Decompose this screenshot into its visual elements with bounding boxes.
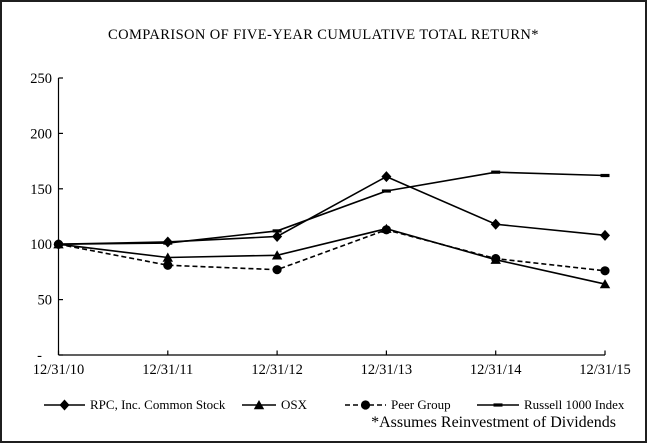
y-axis-tick-label: 250 <box>30 71 52 87</box>
legend-item-rpc: RPC, Inc. Common Stock <box>44 397 225 412</box>
y-axis-tick-label: - <box>37 348 42 364</box>
x-axis-tick-label: 12/31/13 <box>361 362 413 378</box>
x-axis-tick-label: 12/31/15 <box>579 362 631 378</box>
y-axis-tick-label: 50 <box>38 293 53 309</box>
chart-title: COMPARISON OF FIVE-YEAR CUMULATIVE TOTAL… <box>108 27 539 43</box>
axis-labels: - 50 100 150 200 250 12/31/10 12/31/11 12/31/12 1… <box>30 71 631 378</box>
y-axis-tick-label: 200 <box>30 126 52 142</box>
x-axis-tick-label: 12/31/12 <box>251 362 303 378</box>
y-axis-tick-label: 150 <box>30 182 52 198</box>
footnote: *Assumes Reinvestment of Dividends <box>371 414 616 431</box>
legend-item-peer-group: Peer Group <box>345 397 451 412</box>
x-axis-tick-label: 12/31/14 <box>470 362 522 378</box>
legend-item-russell-1000: Russell 1000 Index <box>477 397 624 412</box>
legend-item-osx: OSX <box>242 397 307 412</box>
legend-label: RPC, Inc. Common Stock <box>90 396 226 412</box>
series-russell-1000-index <box>54 170 610 246</box>
series-peer-group <box>53 225 610 276</box>
legend-label: Russell 1000 Index <box>524 396 625 412</box>
x-axis-tick-label: 12/31/11 <box>142 362 193 378</box>
circle-marker-icon <box>345 399 386 410</box>
diamond-marker-icon <box>44 399 85 410</box>
dash-marker-icon <box>477 402 519 407</box>
legend-label: OSX <box>281 396 308 412</box>
legend-label: Peer Group <box>391 396 451 412</box>
axes <box>57 77 606 356</box>
x-axis-tick-label: 12/31/10 <box>33 362 85 378</box>
series-osx <box>53 223 611 289</box>
triangle-marker-icon <box>242 399 276 409</box>
y-axis-tick-label: 100 <box>30 237 52 253</box>
